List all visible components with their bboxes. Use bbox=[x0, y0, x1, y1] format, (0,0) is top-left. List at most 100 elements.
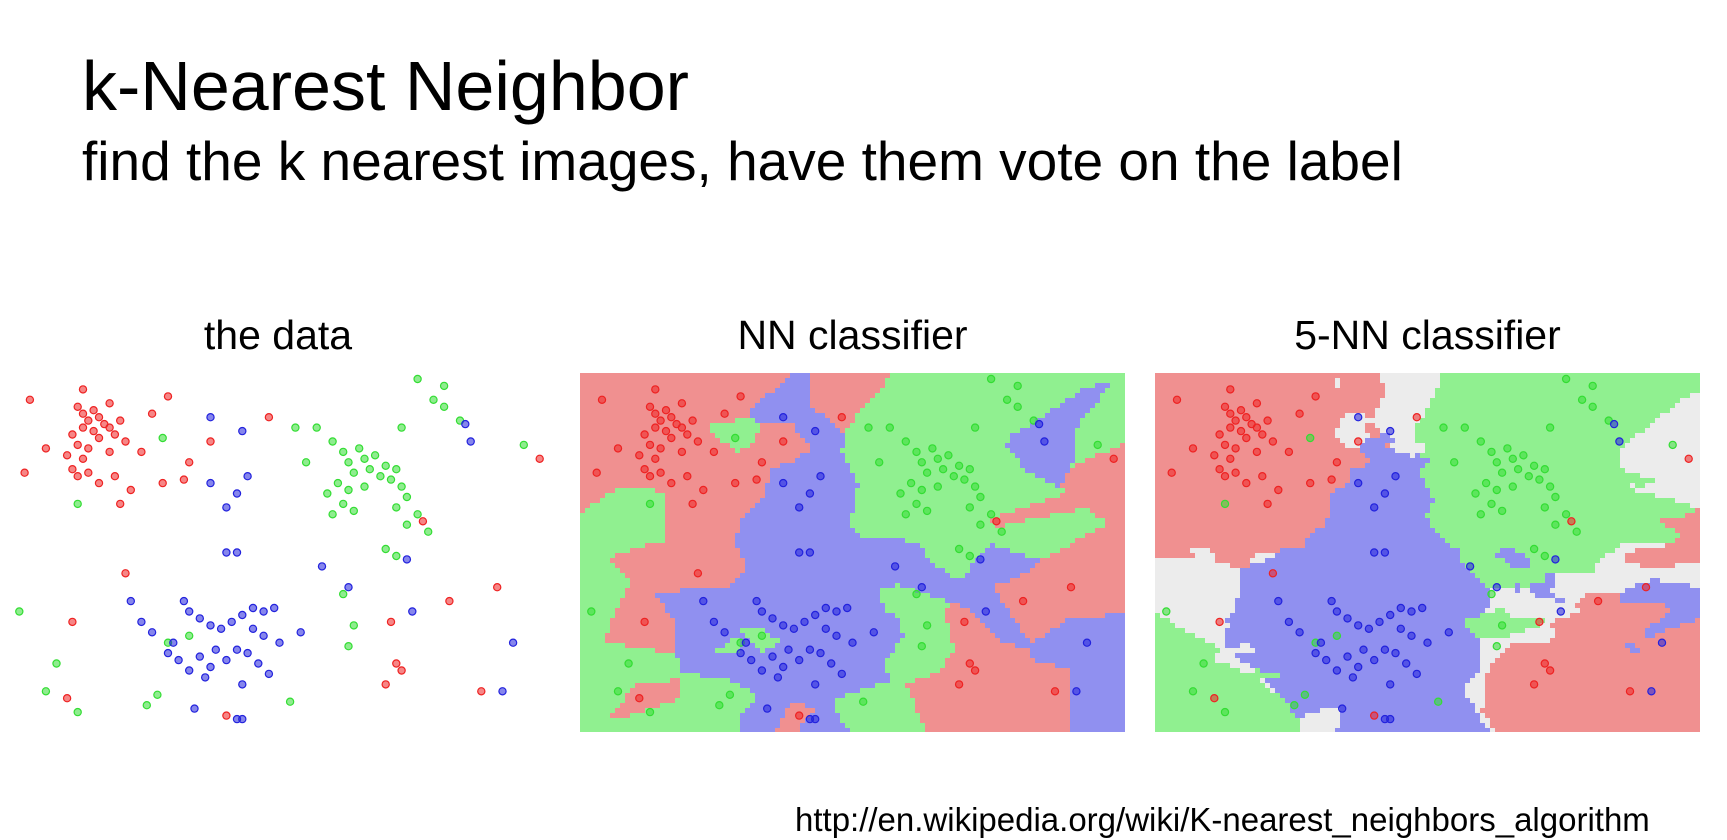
green-data-point bbox=[917, 642, 926, 651]
green-data-point bbox=[392, 551, 401, 561]
green-data-point bbox=[1439, 423, 1448, 432]
green-data-point bbox=[1545, 423, 1555, 432]
red-data-point bbox=[418, 517, 428, 526]
red-data-point bbox=[115, 499, 125, 509]
blue-data-point bbox=[794, 548, 804, 557]
blue-data-point bbox=[843, 603, 852, 613]
red-data-point bbox=[445, 596, 454, 606]
red-data-point bbox=[677, 423, 687, 432]
red-data-point bbox=[1412, 413, 1421, 422]
red-data-point bbox=[635, 451, 644, 460]
red-data-point bbox=[1332, 458, 1342, 467]
blue-data-point bbox=[1380, 645, 1390, 654]
blue-data-point bbox=[1407, 607, 1416, 616]
red-data-point bbox=[1625, 687, 1635, 696]
green-data-point bbox=[355, 444, 364, 453]
green-data-point bbox=[997, 527, 1006, 536]
blue-data-point bbox=[1385, 426, 1395, 436]
blue-data-point bbox=[762, 704, 772, 713]
red-data-point bbox=[656, 416, 665, 425]
5nn-classifier-panel bbox=[1155, 373, 1700, 732]
green-data-point bbox=[301, 458, 311, 467]
green-data-point bbox=[386, 475, 396, 484]
green-data-point bbox=[1162, 607, 1171, 616]
blue-data-point bbox=[238, 714, 247, 724]
green-data-point bbox=[381, 461, 390, 471]
blue-data-point bbox=[461, 419, 470, 429]
blue-data-point bbox=[890, 562, 900, 571]
blue-data-point bbox=[1343, 614, 1352, 623]
red-data-point bbox=[1540, 659, 1549, 668]
green-data-point bbox=[901, 437, 910, 446]
red-data-point bbox=[1535, 617, 1544, 627]
blue-data-point bbox=[1401, 659, 1411, 668]
blue-data-point bbox=[222, 655, 231, 665]
blue-data-point bbox=[508, 638, 518, 647]
red-data-point bbox=[62, 694, 72, 703]
red-data-point bbox=[1311, 392, 1320, 401]
green-data-point bbox=[365, 464, 374, 474]
blue-data-point bbox=[1353, 478, 1363, 488]
blue-data-point bbox=[720, 628, 729, 637]
red-data-point bbox=[1258, 430, 1267, 439]
green-data-point bbox=[912, 499, 921, 509]
green-data-point bbox=[376, 471, 385, 481]
red-data-point bbox=[613, 444, 623, 453]
red-data-point bbox=[693, 569, 703, 578]
blue-data-point bbox=[1343, 652, 1352, 661]
blue-data-point bbox=[222, 503, 231, 512]
green-data-point bbox=[1300, 690, 1310, 699]
green-data-point bbox=[323, 489, 332, 498]
red-data-point bbox=[110, 430, 120, 439]
green-data-point bbox=[912, 447, 921, 457]
decision-regions bbox=[580, 373, 1125, 732]
green-data-point bbox=[965, 551, 974, 561]
blue-data-point bbox=[1369, 655, 1379, 665]
green-data-point bbox=[757, 631, 767, 640]
blue-data-point bbox=[275, 638, 284, 647]
blue-data-point bbox=[1385, 714, 1395, 724]
red-data-point bbox=[1263, 499, 1272, 509]
blue-data-point bbox=[270, 603, 279, 613]
blue-data-point bbox=[1327, 596, 1336, 606]
red-data-point bbox=[535, 454, 544, 464]
green-data-point bbox=[912, 589, 921, 599]
red-data-point bbox=[1210, 451, 1219, 460]
red-data-point bbox=[640, 617, 649, 627]
blue-data-point bbox=[736, 648, 745, 658]
red-data-point bbox=[1242, 433, 1251, 443]
green-data-point bbox=[344, 458, 353, 467]
green-data-point bbox=[1503, 444, 1512, 453]
green-data-point bbox=[1481, 478, 1491, 488]
blue-data-point bbox=[1040, 437, 1049, 446]
red-data-point bbox=[635, 694, 644, 703]
blue-data-point bbox=[232, 489, 242, 498]
green-data-point bbox=[360, 454, 369, 464]
red-data-point bbox=[960, 617, 969, 627]
green-data-point bbox=[397, 423, 406, 432]
blue-data-point bbox=[1359, 645, 1368, 654]
red-data-point bbox=[1220, 471, 1230, 481]
green-data-point bbox=[52, 659, 61, 668]
blue-data-point bbox=[344, 582, 353, 592]
green-data-point bbox=[928, 444, 937, 453]
blue-data-point bbox=[296, 628, 305, 637]
red-data-point bbox=[121, 437, 130, 446]
blue-data-point bbox=[816, 648, 825, 658]
green-data-point bbox=[917, 458, 926, 467]
red-data-point bbox=[184, 458, 194, 467]
red-data-point bbox=[84, 468, 93, 477]
green-data-point bbox=[392, 464, 401, 474]
blue-data-point bbox=[821, 603, 830, 613]
blue-data-point bbox=[1369, 548, 1379, 557]
blue-data-point bbox=[800, 617, 809, 627]
red-data-point bbox=[667, 478, 676, 488]
green-data-point bbox=[917, 485, 926, 495]
blue-data-point bbox=[238, 610, 247, 620]
red-data-point bbox=[683, 430, 692, 439]
green-data-point bbox=[901, 510, 910, 519]
blue-data-point bbox=[768, 652, 777, 661]
source-link[interactable]: http://en.wikipedia.org/wiki/K-nearest_n… bbox=[795, 801, 1650, 838]
red-data-point bbox=[794, 711, 804, 720]
green-data-point bbox=[938, 464, 948, 474]
